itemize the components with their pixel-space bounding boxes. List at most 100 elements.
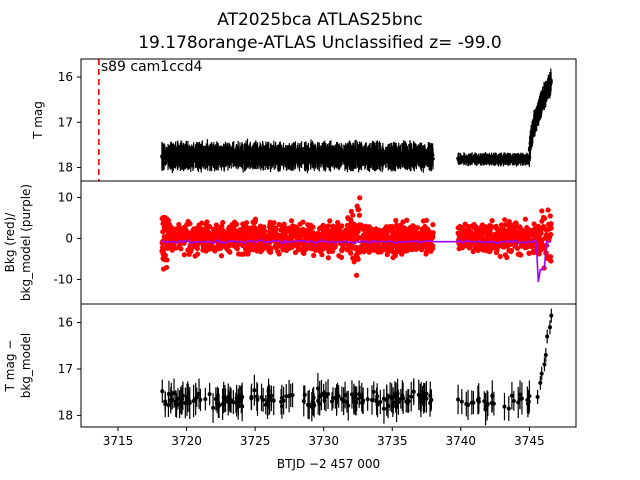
bkg-point [532, 231, 538, 237]
data-point [542, 362, 547, 367]
bkg-point [344, 247, 350, 253]
bkg-point [536, 235, 543, 241]
data-point [249, 394, 254, 399]
data-point [255, 397, 260, 402]
bkg-point [244, 243, 251, 249]
bkg-point [353, 272, 360, 278]
bkg-point [246, 227, 252, 233]
bkg-point [212, 244, 218, 251]
y-tick-label: 0 [65, 231, 73, 245]
y-tick-label: 17 [58, 362, 73, 376]
bkg-point [339, 223, 345, 229]
data-layer-top [160, 68, 553, 174]
bkg-point [305, 222, 311, 228]
bkg-point [283, 247, 290, 254]
y-axis-label: T mag [31, 101, 45, 140]
bkg-point [300, 226, 306, 232]
bkg-point [545, 207, 551, 213]
bkg-point [362, 246, 369, 252]
bkg-point [531, 250, 537, 256]
data-point [424, 391, 429, 396]
chart-title-line1: AT2025bca ATLAS25bnc [217, 10, 423, 30]
bkg-point [385, 244, 392, 250]
data-point [526, 399, 531, 404]
bkg-point [404, 217, 410, 223]
bkg-point [456, 246, 462, 252]
bkg-point [333, 227, 339, 234]
bkg-point [506, 248, 512, 254]
bkg-point [408, 232, 414, 238]
bkg-point [316, 225, 323, 232]
bkg-point [494, 243, 500, 250]
panel-bottom: 16 17 18 T mag − bkg_model 3715 3720 3725 3730 37… [3, 303, 577, 471]
bkg-point [494, 247, 500, 253]
data-point [491, 401, 496, 406]
bkg-point [546, 226, 552, 232]
bkg-point [363, 223, 369, 229]
data-point [471, 400, 476, 405]
bkg-point [427, 243, 433, 249]
data-point [172, 391, 177, 396]
bkg-point [489, 218, 495, 224]
bkg-point [360, 232, 367, 239]
bkg-point [498, 225, 505, 232]
bkg-point [345, 216, 352, 222]
bkg-point [233, 244, 239, 250]
bkg-point [190, 235, 196, 242]
bkg-point [160, 221, 166, 227]
bkg-point [229, 221, 235, 228]
data-point [360, 400, 365, 405]
data-point [370, 397, 375, 402]
data-point [341, 399, 346, 404]
data-point [416, 392, 421, 397]
data-point [535, 394, 540, 399]
y-tick-label: 17 [58, 115, 73, 129]
data-point [475, 398, 480, 403]
bkg-point [173, 245, 179, 251]
x-tick-label: 3735 [377, 434, 408, 448]
bkg-point [358, 243, 365, 250]
bkg-point [355, 207, 361, 213]
data-point [259, 395, 264, 400]
bkg-point [301, 247, 307, 253]
bkg-point [392, 235, 398, 242]
data-point [333, 396, 338, 401]
y-tick-label: 10 [58, 190, 73, 204]
data-point [538, 380, 543, 385]
bkg-point [376, 228, 382, 234]
bkg-point [497, 253, 503, 259]
bkg-point [303, 231, 309, 237]
bkg-point [349, 225, 355, 231]
bkg-point [357, 195, 363, 201]
data-point [378, 399, 383, 404]
data-point [518, 392, 523, 397]
bkg-point [186, 251, 192, 257]
bkg-point [492, 237, 498, 243]
bkg-point [192, 253, 198, 259]
bkg-point [236, 251, 242, 257]
data-point [549, 313, 554, 318]
bkg-point [219, 223, 225, 230]
bkg-point [290, 223, 296, 229]
bkg-point [528, 243, 534, 250]
data-point [284, 394, 289, 399]
bkg-point [308, 230, 314, 236]
bkg-point [356, 212, 363, 218]
bkg-point [420, 218, 426, 224]
bkg-point [401, 236, 407, 243]
bkg-point [336, 253, 342, 259]
data-point [431, 156, 435, 161]
data-point [226, 395, 231, 400]
bkg-point [547, 213, 553, 219]
panel-top: s89 cam1ccd4 16 17 18 T mag [31, 58, 577, 182]
data-point [456, 397, 461, 402]
bkg-point [280, 227, 286, 233]
data-point [401, 396, 406, 401]
bkg-point [518, 236, 524, 243]
bkg-point [160, 229, 166, 235]
bkg-point [539, 208, 545, 214]
bkg-point [168, 224, 174, 230]
y-axis-label: bkg_model [19, 333, 33, 399]
data-point [180, 393, 185, 398]
